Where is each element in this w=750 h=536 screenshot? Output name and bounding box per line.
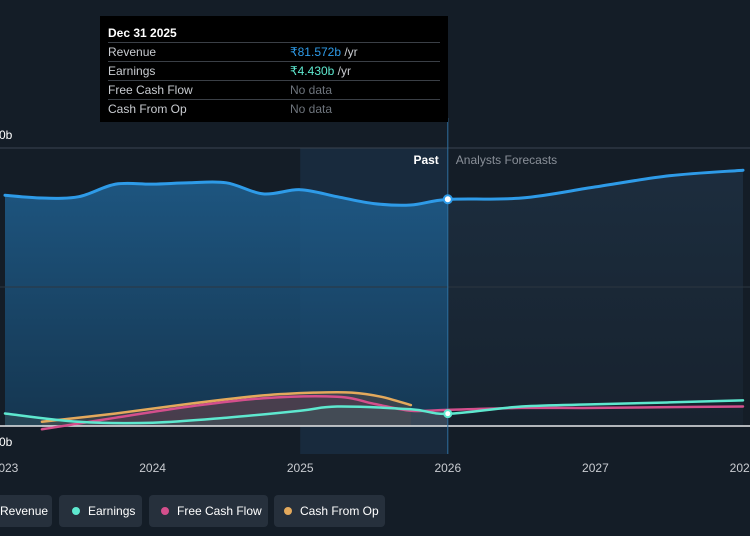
past-label: Past xyxy=(413,153,438,167)
tooltip-unit: /yr xyxy=(334,64,352,78)
x-tick-label-2028: 2028 xyxy=(730,461,750,475)
series-line-earnings xyxy=(3,399,745,425)
tooltip-unit: /yr xyxy=(341,45,358,59)
legend-item-cash-from-op[interactable]: Cash From Op xyxy=(274,495,385,527)
legend-dot-free-cash-flow xyxy=(161,507,169,515)
revenue-marker[interactable] xyxy=(442,194,453,205)
free-cash-flow-area xyxy=(41,396,448,430)
x-tick-label-2024: 2024 xyxy=(139,461,166,475)
series-line-cash-from-op xyxy=(40,390,413,424)
legend-label: Revenue xyxy=(0,504,49,518)
earnings-area xyxy=(5,406,448,426)
x-tick-label-2025: 2025 xyxy=(287,461,314,475)
legend-item-earnings[interactable]: Earnings xyxy=(59,495,142,527)
tooltip-value: ₹4.430b xyxy=(290,64,335,78)
legend-item-revenue[interactable]: Revenue xyxy=(0,495,52,527)
revenue-area-past xyxy=(5,181,448,426)
tooltip-row-cash-from-op: Cash From Op No data xyxy=(108,99,440,118)
tooltip-label: Earnings xyxy=(108,64,156,78)
x-tick-label-2026: 2026 xyxy=(434,461,461,475)
legend-label: Earnings xyxy=(88,504,136,518)
y-axis-top-label: 0b xyxy=(0,128,13,142)
tooltip-date: Dec 31 2025 xyxy=(108,26,177,40)
series-line-revenue xyxy=(3,168,745,207)
x-tick-label-2023: 2023 xyxy=(0,461,19,475)
tooltip-label: Revenue xyxy=(108,45,157,59)
tooltip-row-earnings: Earnings ₹4.430b /yr xyxy=(108,61,440,80)
tooltip-value: No data xyxy=(290,102,333,116)
tooltip-row-free-cash-flow: Free Cash Flow No data xyxy=(108,80,440,99)
legend-item-free-cash-flow[interactable]: Free Cash Flow xyxy=(149,495,268,527)
y-axis-bottom-label: 0b xyxy=(0,435,13,449)
tooltip-label: Cash From Op xyxy=(108,102,187,116)
x-tick-label-2027: 2027 xyxy=(582,461,609,475)
tooltip-value: ₹81.572b xyxy=(290,45,342,59)
legend-label: Cash From Op xyxy=(300,504,379,518)
tooltip-value: No data xyxy=(290,83,333,97)
legend-label: Free Cash Flow xyxy=(177,504,262,518)
tooltip-panel: Dec 31 2025 Revenue ₹81.572b /yr Earning… xyxy=(100,16,448,122)
cash-from-op-area xyxy=(41,392,411,426)
earnings-marker[interactable] xyxy=(443,409,453,419)
forecast-label: Analysts Forecasts xyxy=(456,153,557,167)
x-axis-ticks: 2023 2024 2025 2026 2027 2028 xyxy=(0,461,750,475)
revenue-area-forecast xyxy=(447,170,743,426)
legend-dot-cash-from-op xyxy=(284,507,292,515)
tooltip-row-revenue: Revenue ₹81.572b /yr xyxy=(108,42,440,61)
legend-dot-earnings xyxy=(72,507,80,515)
tooltip-label: Free Cash Flow xyxy=(108,83,193,97)
financial-chart: Past Analysts Forecasts 0b 0b 2023202420… xyxy=(0,118,750,475)
